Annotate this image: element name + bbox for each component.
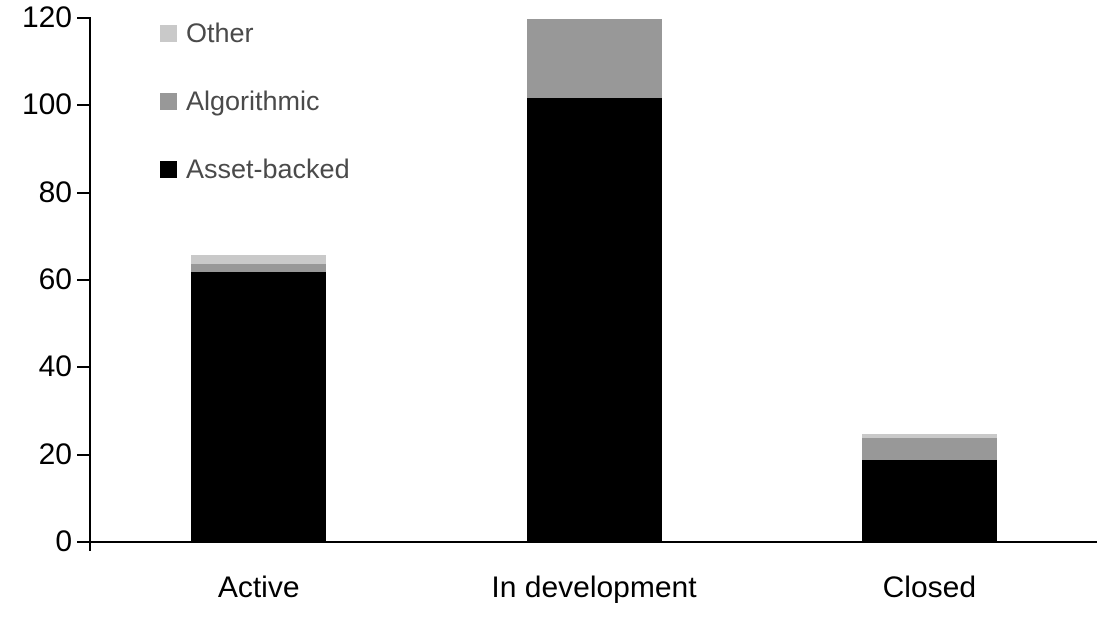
category-label: In development [491, 571, 697, 604]
y-tick-mark [77, 17, 91, 19]
category-label: Closed [882, 571, 977, 604]
y-tick-label: 120 [21, 1, 72, 34]
y-tick-label: 80 [38, 175, 72, 209]
y-tick-label: 20 [38, 437, 72, 471]
y-tick-mark [77, 453, 91, 456]
bar-segment-asset-backed-in-development [526, 97, 662, 543]
y-tick-label: 0 [55, 525, 72, 558]
bar-segment-other-active [191, 254, 327, 264]
legend-label: Asset-backed [186, 153, 350, 184]
y-tick-label: 100 [21, 88, 72, 122]
y-tick-label: 40 [38, 350, 72, 384]
bar-segment-other-closed [861, 433, 997, 439]
y-tick-mark [77, 279, 91, 281]
y-axis-line [89, 19, 91, 551]
legend-swatch-icon [160, 160, 177, 178]
legend-item-other: Other [160, 19, 254, 46]
y-tick-label: 60 [38, 263, 72, 296]
y-tick-mark [77, 541, 91, 543]
legend-swatch-icon [160, 24, 177, 42]
bar-segment-asset-backed-active [191, 272, 327, 543]
bar-segment-asset-backed-closed [861, 460, 997, 543]
y-tick-mark [77, 104, 91, 107]
category-label: Active [217, 571, 300, 604]
legend-label: Algorithmic [186, 85, 320, 116]
legend-swatch-icon [160, 92, 177, 110]
legend-item-algorithmic: Algorithmic [160, 87, 320, 114]
legend-label: Other [186, 17, 254, 48]
bar-segment-algorithmic-active [191, 263, 327, 273]
bar-segment-algorithmic-in-development [526, 19, 662, 98]
y-tick-mark [77, 191, 91, 194]
y-tick-mark [77, 366, 91, 369]
bar-segment-algorithmic-closed [861, 438, 997, 461]
legend-item-asset-backed: Asset-backed [160, 155, 350, 182]
